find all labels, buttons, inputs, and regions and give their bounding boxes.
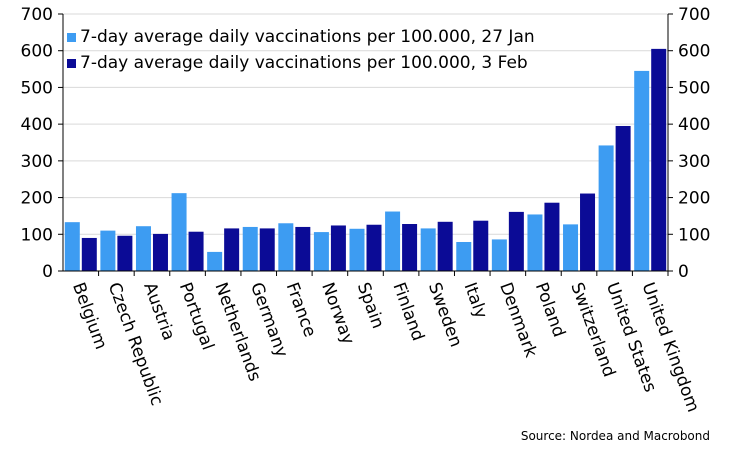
bar-feb3-spain	[366, 224, 382, 271]
bar-feb3-sweden	[437, 221, 453, 271]
x-category-label: United Kingdom	[638, 280, 703, 415]
y-tick-label-right: 100	[678, 225, 710, 245]
gridlines	[63, 13, 668, 235]
bar-feb3-netherlands	[224, 228, 240, 271]
bar-jan27-germany	[242, 226, 258, 271]
x-category-label: Austria	[139, 280, 178, 343]
bar-feb3-denmark	[508, 211, 524, 271]
bar-jan27-spain	[349, 228, 365, 271]
bar-jan27-poland	[527, 214, 543, 271]
bar-feb3-finland	[402, 224, 418, 271]
x-category-label: Norway	[317, 280, 358, 347]
bar-jan27-sweden	[420, 228, 436, 271]
y-tick-label-right: 0	[678, 262, 689, 282]
y-tick-label-left: 300	[21, 152, 53, 172]
y-tick-label-left: 400	[21, 115, 53, 135]
bar-feb3-germany	[259, 228, 275, 271]
legend-label-3-feb: 7-day average daily vaccinations per 100…	[80, 53, 528, 73]
x-category-label: Spain	[353, 280, 388, 331]
y-axis-left-ticks: 0 100 200 300 400 500 600 700	[21, 5, 63, 282]
y-tick-label-left: 200	[21, 189, 53, 209]
bar-feb3-united-kingdom	[651, 48, 667, 271]
bar-feb3-norway	[330, 225, 346, 271]
bars	[64, 48, 667, 272]
bar-jan27-czech-republic	[100, 230, 116, 271]
bar-feb3-poland	[544, 202, 560, 271]
y-tick-label-right: 300	[678, 152, 710, 172]
bar-feb3-austria	[152, 233, 168, 271]
y-axis-right-ticks: 0 100 200 300 400 500 600 700	[668, 5, 710, 282]
y-tick-label-right: 200	[678, 189, 710, 209]
y-tick-label-right: 500	[678, 78, 710, 98]
y-tick-label-right: 600	[678, 42, 710, 62]
y-tick-label-right: 700	[678, 5, 710, 25]
y-tick-label-left: 0	[42, 262, 53, 282]
x-category-label: Sweden	[424, 280, 466, 350]
bar-feb3-czech-republic	[117, 235, 133, 271]
source-note: Source: Nordea and Macrobond	[520, 429, 710, 443]
bar-jan27-united-states	[598, 145, 614, 271]
bar-feb3-belgium	[81, 237, 97, 271]
legend-label-27-jan: 7-day average daily vaccinations per 100…	[80, 27, 535, 47]
y-tick-label-left: 100	[21, 225, 53, 245]
bar-feb3-portugal	[188, 231, 204, 271]
legend-swatch-3-feb	[67, 59, 76, 68]
bar-jan27-netherlands	[207, 251, 223, 271]
bar-jan27-france	[278, 223, 294, 271]
bar-jan27-norway	[313, 232, 329, 271]
bar-feb3-france	[295, 226, 311, 271]
axes	[62, 14, 669, 272]
bar-jan27-switzerland	[563, 224, 579, 271]
bar-jan27-portugal	[171, 193, 187, 271]
y-tick-label-right: 400	[678, 115, 710, 135]
bar-jan27-belgium	[64, 222, 80, 271]
bar-jan27-italy	[456, 241, 472, 271]
x-category-label: France	[282, 280, 320, 340]
y-tick-label-left: 600	[21, 42, 53, 62]
x-category-label: Finland	[388, 280, 428, 344]
y-tick-label-left: 500	[21, 78, 53, 98]
bar-jan27-united-kingdom	[634, 70, 650, 272]
bar-jan27-denmark	[491, 239, 507, 271]
x-category-label: Italy	[460, 280, 491, 322]
bar-feb3-switzerland	[580, 193, 596, 271]
legend-swatch-27-jan	[67, 33, 76, 42]
x-category-label: Belgium	[68, 280, 111, 352]
y-tick-label-left: 700	[21, 5, 53, 25]
bar-feb3-italy	[473, 220, 489, 271]
x-category-label: Poland	[531, 280, 569, 340]
bar-jan27-finland	[385, 211, 401, 271]
bar-feb3-united-states	[615, 125, 631, 271]
x-category-label: Portugal	[175, 280, 218, 353]
bar-jan27-austria	[135, 226, 151, 271]
legend: 7-day average daily vaccinations per 100…	[67, 27, 535, 73]
